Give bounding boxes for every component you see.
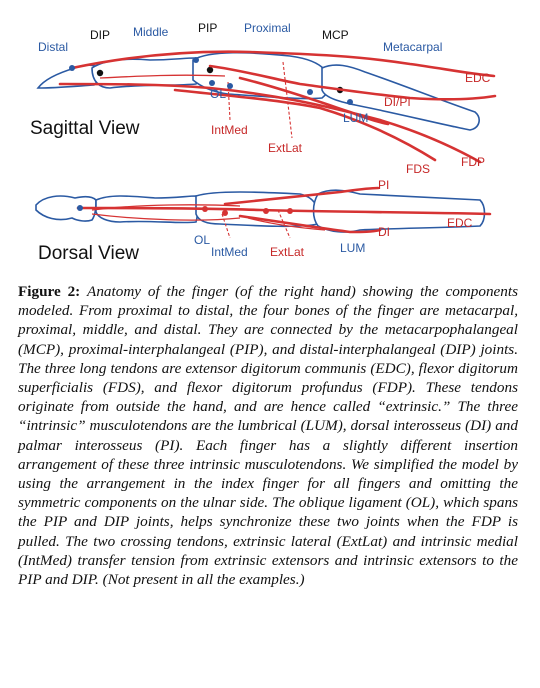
pip-joint-dot bbox=[206, 66, 214, 74]
dorsal-pi-tendon bbox=[223, 186, 380, 206]
label-metacarpal: Metacarpal bbox=[383, 40, 442, 54]
extlat-dash bbox=[282, 61, 293, 139]
figure-caption: Figure 2: Anatomy of the finger (of the … bbox=[18, 282, 518, 589]
label-di-dorsal: DI bbox=[378, 225, 390, 239]
dorsal-node-4 bbox=[263, 208, 269, 214]
dorsal-node-1 bbox=[77, 205, 83, 211]
label-intmed-sagittal: IntMed bbox=[211, 123, 248, 137]
label-edc-dorsal: EDC bbox=[447, 216, 473, 230]
dorsal-view: PI EDC DI OL IntMed ExtLat LUM Dorsal Vi… bbox=[35, 178, 492, 264]
sagittal-node-distal bbox=[69, 65, 75, 71]
sagittal-node-mid-1 bbox=[193, 57, 199, 63]
fds-tendon bbox=[173, 88, 437, 162]
label-ol-dorsal: OL bbox=[194, 233, 210, 247]
label-ol-sagittal: OL bbox=[210, 87, 226, 101]
ol-ligament bbox=[99, 74, 226, 79]
label-intmed-dorsal: IntMed bbox=[211, 245, 248, 259]
label-di-pi: DI/PI bbox=[384, 95, 411, 109]
sagittal-node-prox bbox=[307, 89, 313, 95]
dorsal-node-5 bbox=[287, 208, 293, 214]
label-mcp: MCP bbox=[322, 28, 349, 42]
label-extlat-dorsal: ExtLat bbox=[270, 245, 305, 259]
label-pi-dorsal: PI bbox=[378, 178, 389, 192]
sagittal-node-mid-2 bbox=[209, 80, 215, 86]
fdp-tendon bbox=[58, 82, 482, 164]
dorsal-di-tendon bbox=[238, 214, 382, 234]
label-fds: FDS bbox=[406, 162, 430, 176]
label-dip: DIP bbox=[90, 28, 110, 42]
dorsal-intmed-dash bbox=[221, 213, 231, 239]
sagittal-view-title: Sagittal View bbox=[30, 118, 140, 139]
label-lum-dorsal: LUM bbox=[340, 241, 365, 255]
sagittal-view: Distal DIP Middle PIP Proximal MCP Metac… bbox=[30, 21, 497, 176]
dorsal-node-2 bbox=[202, 206, 208, 212]
label-proximal: Proximal bbox=[244, 21, 291, 35]
caption-label: Figure 2: bbox=[18, 283, 81, 300]
label-edc-sagittal: EDC bbox=[465, 71, 491, 85]
dip-joint-dot bbox=[96, 69, 104, 77]
sagittal-node-lum bbox=[347, 99, 353, 105]
lum-tendon bbox=[238, 76, 390, 126]
di-pi-tendon bbox=[208, 64, 497, 101]
dorsal-ol-lower bbox=[91, 213, 241, 221]
label-distal: Distal bbox=[38, 40, 68, 54]
dorsal-extlat-dash bbox=[277, 209, 291, 239]
label-middle: Middle bbox=[133, 25, 169, 39]
sagittal-node-ol bbox=[227, 83, 233, 89]
finger-anatomy-figure: Distal DIP Middle PIP Proximal MCP Metac… bbox=[30, 21, 497, 264]
label-fdp: FDP bbox=[461, 155, 485, 169]
edc-tendon bbox=[70, 50, 496, 78]
dorsal-edc-tendon bbox=[76, 206, 492, 216]
dorsal-view-title: Dorsal View bbox=[38, 243, 139, 264]
label-extlat-sagittal: ExtLat bbox=[268, 141, 303, 155]
caption-text: Anatomy of the finger (of the right hand… bbox=[18, 283, 519, 589]
label-pip: PIP bbox=[198, 21, 217, 35]
label-lum-sagittal: LUM bbox=[343, 111, 368, 125]
dorsal-lum-line bbox=[247, 217, 326, 231]
dorsal-node-3 bbox=[222, 210, 228, 216]
dorsal-ol-upper bbox=[91, 204, 241, 211]
